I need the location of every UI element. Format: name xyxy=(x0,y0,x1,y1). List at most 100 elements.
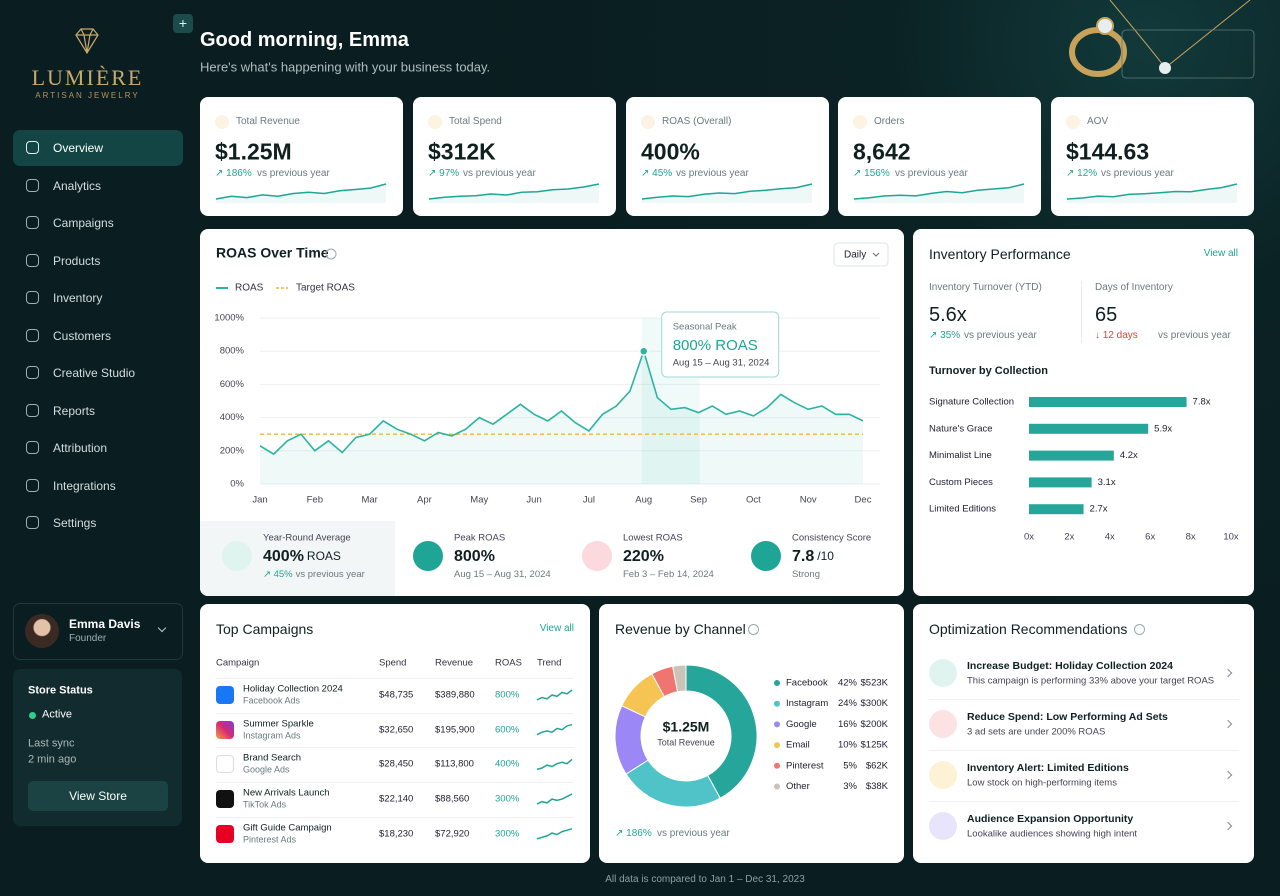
sparkline-area xyxy=(429,184,599,203)
nav-item[interactable]: Overview xyxy=(53,141,104,155)
card-title: Revenue by Channel xyxy=(615,621,746,637)
nav-item[interactable]: Integrations xyxy=(53,478,116,493)
legend-dot xyxy=(774,783,780,790)
tooltip-value: 800% ROAS xyxy=(673,337,758,354)
rec-chevron[interactable] xyxy=(1223,770,1233,780)
metric-value: 65 xyxy=(1095,304,1118,326)
legend-amount: $523K xyxy=(861,678,889,689)
campaign-roas: 800% xyxy=(495,689,520,701)
nav-item[interactable]: Customers xyxy=(53,328,112,343)
rec-description: 3 ad sets are under 200% ROAS xyxy=(967,726,1106,738)
kpi-sparkline xyxy=(215,183,387,203)
x-tick-label: Jul xyxy=(583,495,595,506)
view-all-link[interactable]: View all xyxy=(1203,248,1238,259)
stat-label: Peak ROAS xyxy=(454,533,505,544)
user-card[interactable] xyxy=(13,603,183,660)
bar-label: Minimalist Line xyxy=(929,450,992,461)
store-status: Active xyxy=(42,708,72,721)
nav-item[interactable]: Campaigns xyxy=(53,216,114,230)
rec-chevron[interactable] xyxy=(1223,668,1233,678)
nav-item[interactable]: Creative Studio xyxy=(53,366,136,380)
chart-title: ROAS Over Time xyxy=(216,245,329,261)
nav-item[interactable]: Inventory xyxy=(53,291,103,305)
collapse-button[interactable]: + xyxy=(173,14,193,33)
bar-label: Custom Pieces xyxy=(929,477,993,488)
kpi-sparkline xyxy=(1066,183,1238,203)
legend-label: Target ROAS xyxy=(296,283,355,294)
stat-icon xyxy=(222,541,252,571)
bar-value-label: 5.9x xyxy=(1154,423,1172,434)
nav-icon xyxy=(26,441,39,454)
legend-name: Instagram xyxy=(786,698,828,709)
x-tick-label: 10x xyxy=(1223,532,1239,543)
rec-icon xyxy=(929,659,957,687)
campaign-roas: 400% xyxy=(495,758,520,770)
info-icon xyxy=(325,248,337,260)
center-label: Total Revenue xyxy=(657,737,715,747)
nav-icon xyxy=(26,328,39,342)
kpi-icon xyxy=(853,115,867,129)
legend-label: ROAS xyxy=(235,283,264,294)
view-all-link[interactable]: View all xyxy=(539,623,574,634)
roas-card: ROAS Over Time Daily ROAS Target ROAS 0% 200%… xyxy=(200,229,904,596)
x-tick-label: Feb xyxy=(307,495,323,506)
kpi-value: 8,642 xyxy=(853,138,911,165)
sparkline xyxy=(1066,183,1238,200)
donut-segment xyxy=(672,664,687,693)
card-title: Inventory Performance xyxy=(929,246,1071,262)
campaign-spend: $48,735 xyxy=(379,689,414,701)
nav-item[interactable]: Settings xyxy=(53,516,97,530)
stat-note: Strong xyxy=(792,569,820,580)
nav-item[interactable]: Attribution xyxy=(53,441,108,455)
kpi-card: Total Revenue $1.25M 186% vs previous year xyxy=(200,97,403,216)
kpi-value: 400% xyxy=(641,138,700,165)
info-icon xyxy=(748,624,759,635)
bar xyxy=(1029,423,1149,434)
channels-card: Revenue by Channel Facebook 42% $523K Instag… xyxy=(599,604,904,863)
info-icon xyxy=(1134,624,1145,635)
period-dropdown[interactable] xyxy=(833,242,889,267)
x-tick-label: Dec xyxy=(855,495,872,506)
stat-value-text: 7.8 xyxy=(792,548,814,565)
kpi-note: vs previous year xyxy=(1101,168,1174,179)
column-header: Spend xyxy=(379,657,407,669)
y-tick-label: 600% xyxy=(220,379,245,390)
view-store-button[interactable]: View Store xyxy=(28,781,168,811)
rec-description: Low stock on high-performing items xyxy=(967,777,1117,789)
stat-note: Feb 3 – Feb 14, 2024 xyxy=(623,569,714,580)
kpi-change: 156% xyxy=(853,169,890,179)
sidebar: LUMIÈRE ARTISAN JEWELRY Overview Analytic… xyxy=(0,0,192,896)
bar xyxy=(1029,450,1114,461)
stat-label: Lowest ROAS xyxy=(623,533,683,544)
sparkline-area xyxy=(854,184,1024,203)
x-tick-label: Sep xyxy=(690,495,707,506)
campaign-spend: $28,450 xyxy=(379,758,414,770)
row-divider xyxy=(216,816,574,818)
nav-item[interactable]: Reports xyxy=(53,403,96,418)
y-tick-label: 400% xyxy=(220,412,245,423)
campaign-name: New Arrivals Launch xyxy=(243,787,330,799)
campaign-name: Holiday Collection 2024 xyxy=(243,683,343,695)
kpi-label: AOV xyxy=(1087,116,1109,127)
divider xyxy=(1081,281,1082,343)
rec-chevron[interactable] xyxy=(1223,719,1233,729)
nav-item[interactable]: Products xyxy=(53,253,101,268)
metric-note: vs previous year xyxy=(1158,330,1231,341)
metric-value: 5.6x xyxy=(929,304,967,326)
campaign-revenue: $195,900 xyxy=(435,723,475,735)
campaign-revenue: $389,880 xyxy=(435,689,475,701)
brand: LUMIÈRE xyxy=(31,65,144,90)
stat-label: Year-Round Average xyxy=(263,533,351,544)
sparkline xyxy=(536,758,573,771)
stat-value: 220% xyxy=(623,548,664,565)
rec-chevron[interactable] xyxy=(1223,821,1233,831)
metric-label: Days of Inventory xyxy=(1095,282,1173,293)
kpi-card: Total Spend $312K 97% vs previous year xyxy=(413,97,616,216)
campaign-name: Summer Sparkle xyxy=(243,717,314,729)
column-header: Revenue xyxy=(435,657,474,669)
nav-item[interactable]: Analytics xyxy=(53,178,102,193)
stat-note-text: vs previous year xyxy=(296,569,365,580)
campaign-name: Gift Guide Campaign xyxy=(243,822,332,834)
stat-value-text: 800% xyxy=(454,548,495,565)
stat-label: Consistency Score xyxy=(792,533,871,544)
